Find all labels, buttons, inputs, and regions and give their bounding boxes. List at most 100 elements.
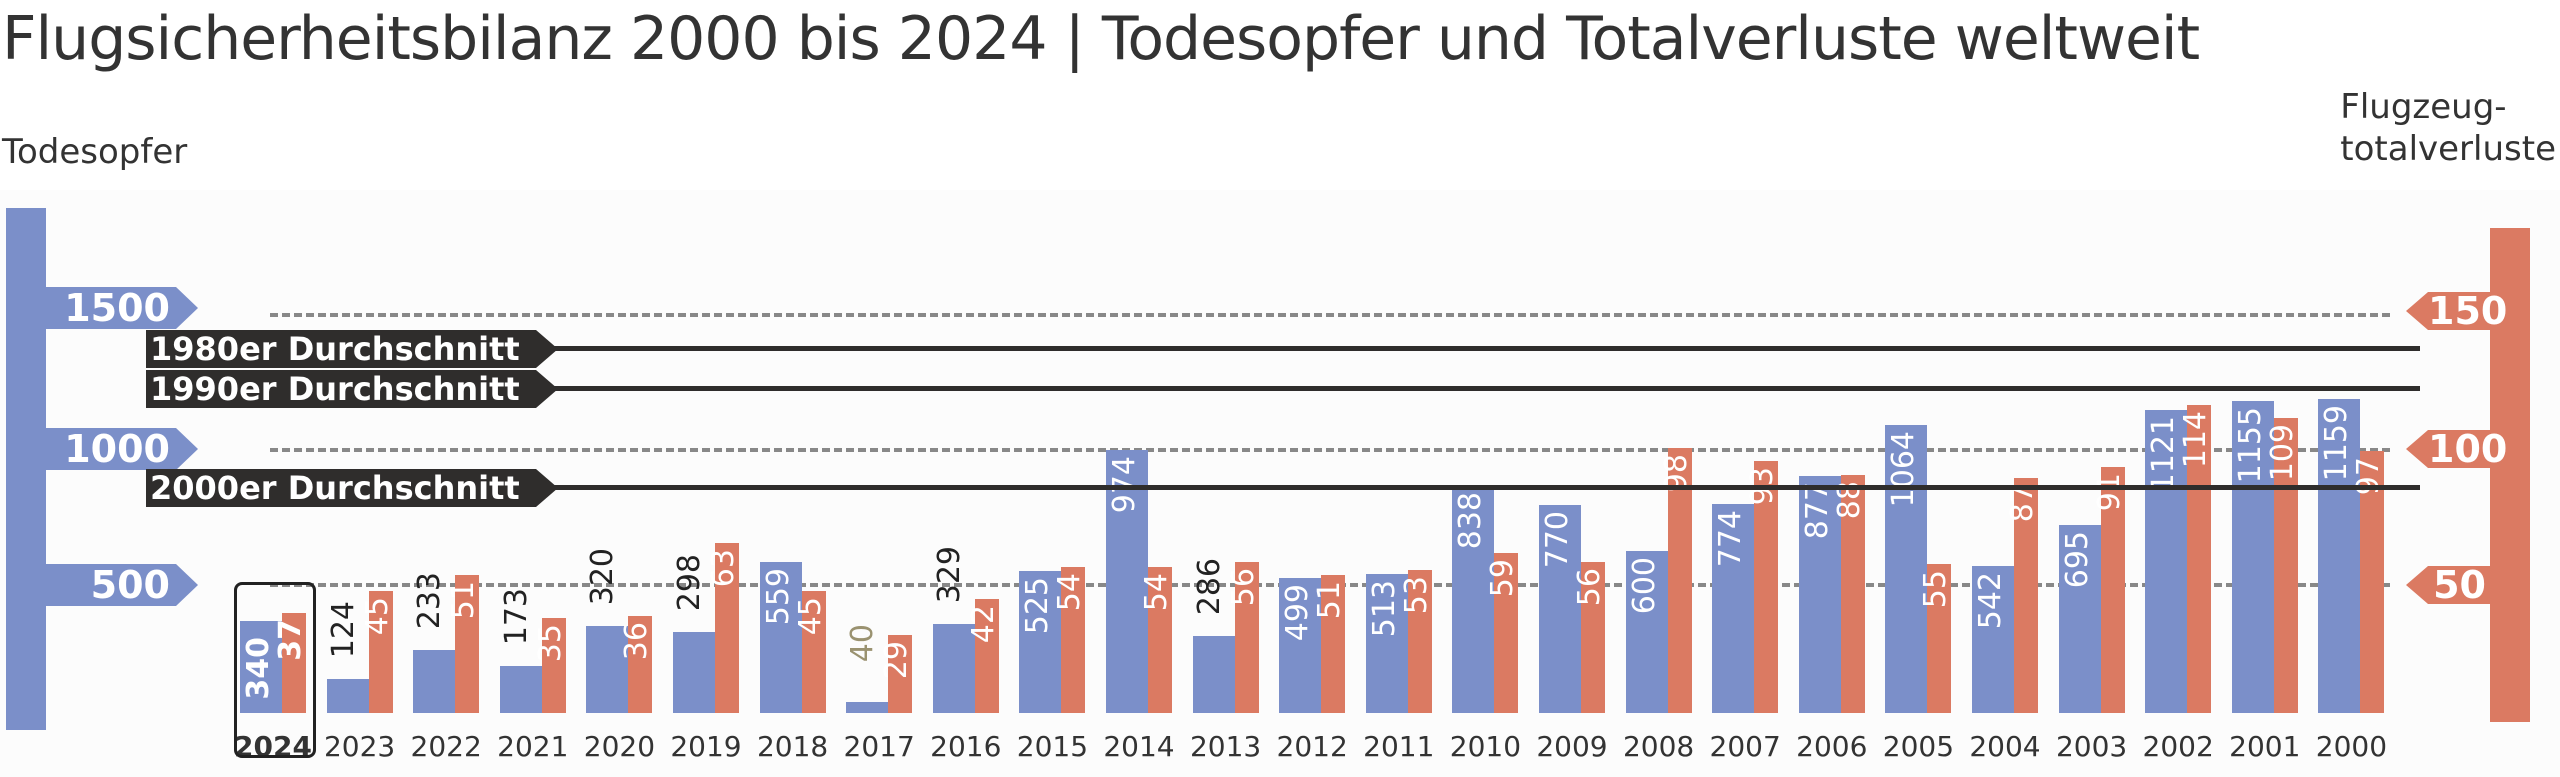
bar-group: 877 88 2006 xyxy=(1796,0,1885,777)
fatalities-value: 774 xyxy=(1713,509,1749,567)
fatalities-value: 542 xyxy=(1973,572,2008,630)
avg-line-2000s xyxy=(540,485,2420,490)
fatalities-value: 1159 xyxy=(2319,405,2355,482)
right-axis-title-line2: totalverluste xyxy=(2340,129,2556,169)
fatalities-bar xyxy=(2231,400,2274,713)
fatalities-value: 40 xyxy=(845,624,881,663)
year-label: 2001 xyxy=(2229,730,2301,763)
fatalities-bar xyxy=(673,632,715,713)
left-tick-1000: 1000 xyxy=(46,428,198,470)
bar-group: 838 59 2010 xyxy=(1450,0,1538,777)
hull-loss-bar xyxy=(2014,477,2038,713)
gridline-1500 xyxy=(270,313,2390,317)
fatalities-value: 600 xyxy=(1626,556,1662,614)
year-label: 2012 xyxy=(1276,730,1348,763)
bar-group: 770 56 2009 xyxy=(1536,0,1625,777)
right-axis-title: Flugzeug- totalverluste xyxy=(2340,86,2556,170)
fatalities-bar xyxy=(1712,503,1755,713)
year-label: 2023 xyxy=(323,730,396,763)
fatalities-value: 1155 xyxy=(2232,406,2268,483)
year-label: 2007 xyxy=(1709,730,1781,763)
hull-loss-value: 91 xyxy=(2091,472,2127,512)
hull-loss-value: 56 xyxy=(1572,567,1607,606)
fatalities-bar xyxy=(1019,570,1062,713)
fatalities-value: 695 xyxy=(2059,531,2095,589)
fatalities-bar xyxy=(1279,578,1322,713)
hull-loss-bar xyxy=(1581,561,1605,713)
fatalities-bar xyxy=(240,621,282,713)
bar-group: 1121 114 2002 xyxy=(2143,0,2231,777)
hull-loss-bar xyxy=(368,591,393,713)
fatalities-bar xyxy=(499,666,542,713)
bar-group: 499 51 2012 xyxy=(1277,0,1365,777)
hull-loss-bar xyxy=(974,599,999,713)
gridline-1000 xyxy=(270,448,2390,452)
fatalities-bar xyxy=(759,561,802,713)
fatalities-bar xyxy=(932,624,975,713)
avg-line-1990s xyxy=(540,386,2420,391)
hull-loss-bar xyxy=(2360,450,2385,713)
fatalities-value: 124 xyxy=(325,601,361,659)
left-tick-500: 500 xyxy=(46,564,198,606)
right-tick-50: 50 xyxy=(2406,566,2490,604)
avg-label-1980s: 1980er Durchschnitt xyxy=(146,330,558,368)
hull-loss-value: 35 xyxy=(532,624,568,663)
fatalities-value: 320 xyxy=(585,548,621,606)
bar-group: 542 87 2004 xyxy=(1969,0,2058,777)
hull-loss-value: 109 xyxy=(2264,424,2300,482)
bar-group: 1159 97 2000 xyxy=(2316,0,2404,777)
avg-label-1990s: 1990er Durchschnitt xyxy=(146,370,558,408)
bar-group: 1064 55 2005 xyxy=(1883,0,1971,777)
right-axis-bar xyxy=(2490,228,2530,722)
hull-loss-bar xyxy=(1754,461,1779,713)
bar-group: 974542014 xyxy=(1103,0,1192,777)
hull-loss-value: 59 xyxy=(1485,559,1521,598)
hull-loss-value: 45 xyxy=(359,597,395,636)
bar-group: 1155 109 2001 xyxy=(2229,0,2318,777)
hull-loss-value: 45 xyxy=(792,597,828,636)
bar-group: 173 35 2021 xyxy=(497,0,586,777)
bar-group: 298 63 2019 xyxy=(670,0,759,777)
fatalities-value: 770 xyxy=(1540,510,1575,568)
hull-loss-bar xyxy=(455,575,480,713)
hull-loss-bar xyxy=(1840,474,1865,713)
year-label: 2011 xyxy=(1363,730,1435,763)
fatalities-bar xyxy=(2145,409,2188,713)
chart-title: Flugsicherheitsbilanz 2000 bis 2024 | To… xyxy=(2,4,2200,74)
fatalities-value: 559 xyxy=(760,567,796,626)
fatalities-value: 233 xyxy=(412,571,448,630)
fatalities-bar xyxy=(1885,425,1928,713)
year-label: 2019 xyxy=(670,730,742,763)
fatalities-bar xyxy=(2318,399,2361,713)
year-label: 2016 xyxy=(930,730,1002,763)
fatalities-value: 499 xyxy=(1280,584,1316,642)
year-label: 2015 xyxy=(1016,730,1089,763)
hull-loss-value: 29 xyxy=(879,640,915,679)
year-label: 2004 xyxy=(1969,730,2041,763)
hull-loss-bar xyxy=(1234,561,1259,713)
hull-loss-bar xyxy=(888,634,913,713)
fatalities-bar xyxy=(1972,566,2014,713)
hull-loss-value: 51 xyxy=(1312,581,1348,620)
left-axis-bar xyxy=(6,208,46,730)
fatalities-value: 513 xyxy=(1366,580,1402,638)
bar-group: 525 54 2015 xyxy=(1017,0,1105,777)
hull-loss-bar xyxy=(1667,447,1692,713)
fatalities-value: 173 xyxy=(498,588,534,646)
bar-group: 774932007 xyxy=(1710,0,1798,777)
fatalities-value: 1121 xyxy=(2146,415,2182,493)
hull-loss-value: 114 xyxy=(2178,410,2214,468)
bar-group: 124 45 2023 xyxy=(324,0,413,777)
fatalities-value: 329 xyxy=(931,546,967,604)
hull-loss-bar xyxy=(1407,569,1432,713)
hull-loss-value: 55 xyxy=(1918,570,1954,609)
fatalities-bar xyxy=(1452,486,1495,713)
year-label: 2017 xyxy=(843,730,915,763)
year-label: 2014 xyxy=(1103,730,1175,763)
fatalities-bar xyxy=(1192,635,1235,713)
bar-group: 286 56 2013 xyxy=(1190,0,1279,777)
avg-label-2000s: 2000er Durchschnitt xyxy=(146,469,558,507)
right-tick-150: 150 xyxy=(2406,289,2508,333)
hull-loss-bar xyxy=(541,618,566,713)
year-label: 2022 xyxy=(410,730,482,763)
